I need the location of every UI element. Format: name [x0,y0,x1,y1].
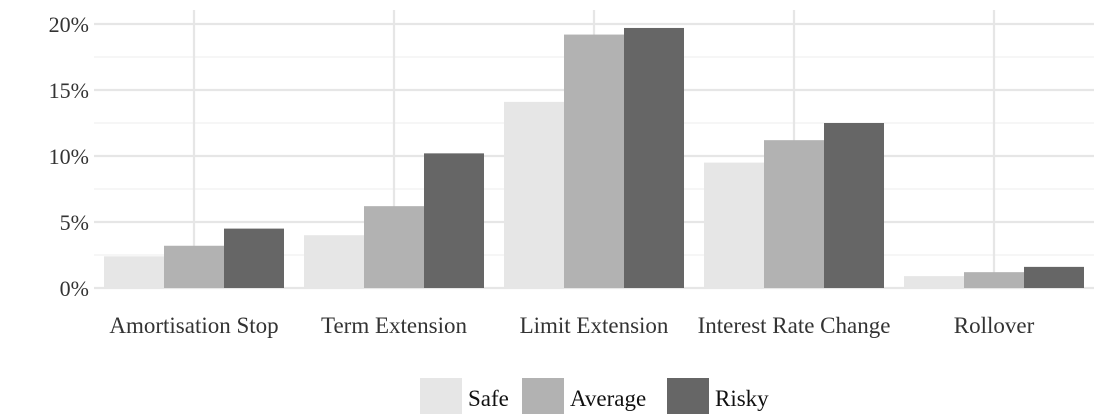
legend-item-average: Average [522,378,646,414]
bar-risky-3 [624,27,684,289]
legend-swatch [420,378,462,414]
y-axis: 0% 5% 10% 15% 20% [49,12,89,301]
legend-item-safe: Safe [420,378,509,414]
bar-safe-4 [704,162,764,288]
x-tick-label: Term Extension [321,313,467,338]
legend-item-risky: Risky [667,378,769,414]
y-tick-label: 10% [49,144,89,169]
legend-label: Safe [468,386,509,411]
y-tick-label: 0% [60,276,89,301]
bar-risky-2 [424,153,484,288]
bar-average-2 [364,206,424,288]
x-tick-label: Interest Rate Change [698,313,891,338]
bar-safe-2 [304,235,364,288]
bar-safe-5 [904,276,964,288]
legend-swatch [522,378,564,414]
x-tick-label: Limit Extension [520,313,669,338]
y-tick-label: 15% [49,78,89,103]
bar-risky-5 [1024,266,1084,288]
bar-average-5 [964,272,1024,288]
bar-safe-3 [504,101,564,288]
legend-label: Average [570,386,646,411]
y-tick-label: 20% [49,12,89,37]
y-tick-label: 5% [60,210,89,235]
legend-label: Risky [715,386,769,411]
legend-swatch [667,378,709,414]
bar-average-1 [164,245,224,288]
x-axis: Amortisation Stop Term Extension Limit Ext… [109,313,1034,338]
x-tick-label: Amortisation Stop [109,313,278,338]
legend: Safe Average Risky [420,378,769,414]
bar-safe-1 [104,256,164,288]
bar-risky-4 [824,123,884,288]
bars [104,27,1084,289]
bar-average-3 [564,34,624,289]
bar-risky-1 [224,228,284,288]
bar-average-4 [764,140,824,288]
x-tick-label: Rollover [954,313,1035,338]
